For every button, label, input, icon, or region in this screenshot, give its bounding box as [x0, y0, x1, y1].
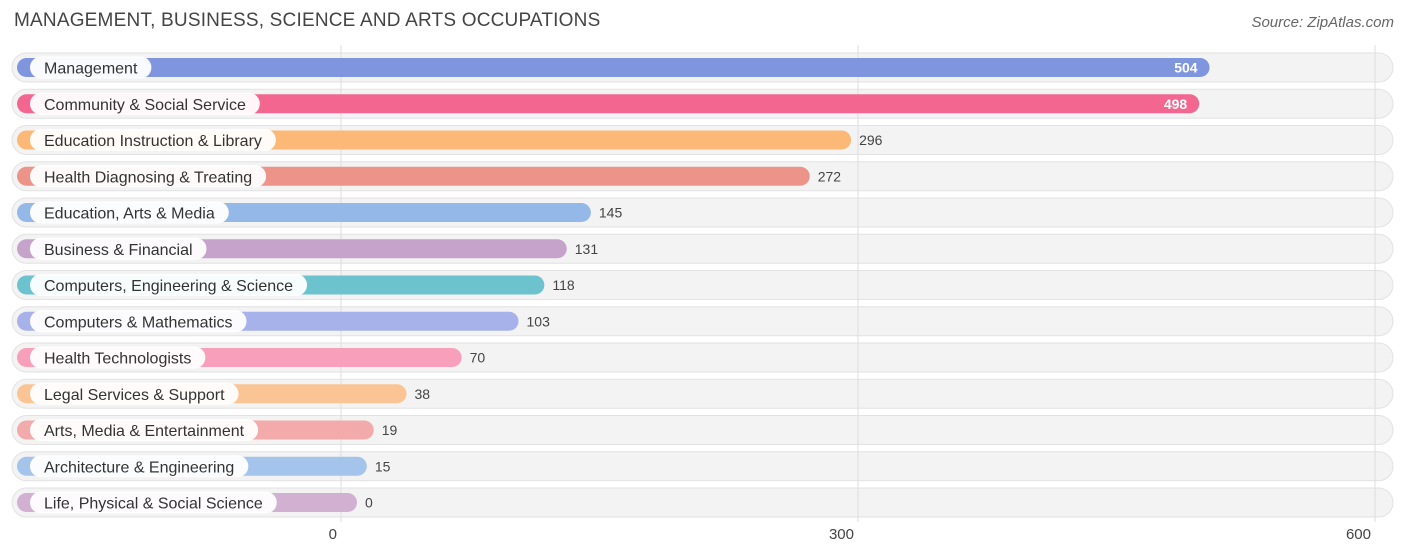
category-label: Computers & Mathematics: [44, 314, 233, 331]
bar-group: Business & Financial 131: [17, 237, 599, 260]
value-label: 498: [1164, 96, 1188, 112]
category-label-pill: [30, 455, 249, 478]
value-label: 131: [575, 241, 599, 257]
value-label: 70: [470, 350, 486, 366]
bar-group: Architecture & Engineering 15: [17, 455, 391, 478]
bar-group: Computers & Mathematics 103: [17, 310, 551, 333]
category-label: Health Diagnosing & Treating: [44, 169, 252, 186]
value-label: 504: [1174, 60, 1198, 76]
category-label: Computers, Engineering & Science: [44, 278, 293, 295]
value-label: 38: [414, 386, 430, 402]
bar-group: Legal Services & Support 38: [17, 382, 430, 405]
value-label: 118: [552, 277, 575, 293]
bar-group: Health Technologists 70: [17, 346, 486, 369]
category-label-pill: [30, 129, 276, 151]
bar-group: Education, Arts & Media 145: [17, 201, 623, 224]
bar-group: Computers, Engineering & Science 118: [17, 274, 575, 296]
category-label: Life, Physical & Social Science: [44, 496, 263, 513]
x-tick-label: 300: [829, 526, 854, 543]
chart-title: MANAGEMENT, BUSINESS, SCIENCE AND ARTS O…: [14, 10, 601, 31]
category-label-pill: [30, 382, 239, 405]
bar: [17, 58, 1210, 77]
category-label-pill: [30, 56, 152, 79]
bar-group: Education Instruction & Library 296: [17, 129, 883, 151]
category-label: Management: [44, 61, 138, 78]
category-label-pill: [30, 491, 277, 514]
value-label: 0: [365, 495, 373, 511]
category-label-pill: [30, 274, 308, 296]
category-label: Education Instruction & Library: [44, 133, 262, 150]
value-label: 19: [382, 422, 398, 438]
value-label: 272: [818, 168, 842, 184]
category-label: Architecture & Engineering: [44, 459, 234, 476]
value-label: 103: [527, 313, 551, 329]
value-label: 15: [375, 458, 391, 474]
bar-group: Health Diagnosing & Treating 272: [17, 165, 842, 188]
x-tick-label: 0: [329, 526, 337, 543]
x-tick-label: 600: [1346, 526, 1371, 543]
value-label: 145: [599, 205, 623, 221]
category-label: Arts, Media & Entertainment: [44, 423, 245, 440]
chart-bars: Management 504 Community & Social Service 4…: [17, 56, 1210, 514]
category-label-pill: [30, 310, 247, 333]
category-label-pill: [30, 237, 207, 260]
bar-group: Life, Physical & Social Science 0: [17, 491, 373, 514]
bar-group: Arts, Media & Entertainment 19: [17, 419, 398, 441]
bar: [17, 94, 1200, 114]
category-label-pill: [30, 419, 259, 441]
value-label: 296: [859, 132, 883, 148]
category-label-pill: [30, 92, 260, 115]
category-label-pill: [30, 346, 206, 369]
x-axis-ticks: 0 300 600: [329, 526, 1371, 543]
source-note: Source: ZipAtlas.com: [1251, 14, 1394, 31]
category-label: Business & Financial: [44, 242, 193, 259]
bar-group: Community & Social Service 498: [17, 92, 1200, 115]
category-label: Community & Social Service: [44, 97, 246, 114]
category-label: Health Technologists: [44, 351, 191, 368]
category-label: Legal Services & Support: [44, 387, 225, 404]
category-label-pill: [30, 165, 267, 188]
row-background: [11, 487, 1394, 518]
category-label-pill: [30, 201, 229, 224]
category-label: Education, Arts & Media: [44, 206, 215, 223]
bar-group: Management 504: [17, 56, 1210, 79]
